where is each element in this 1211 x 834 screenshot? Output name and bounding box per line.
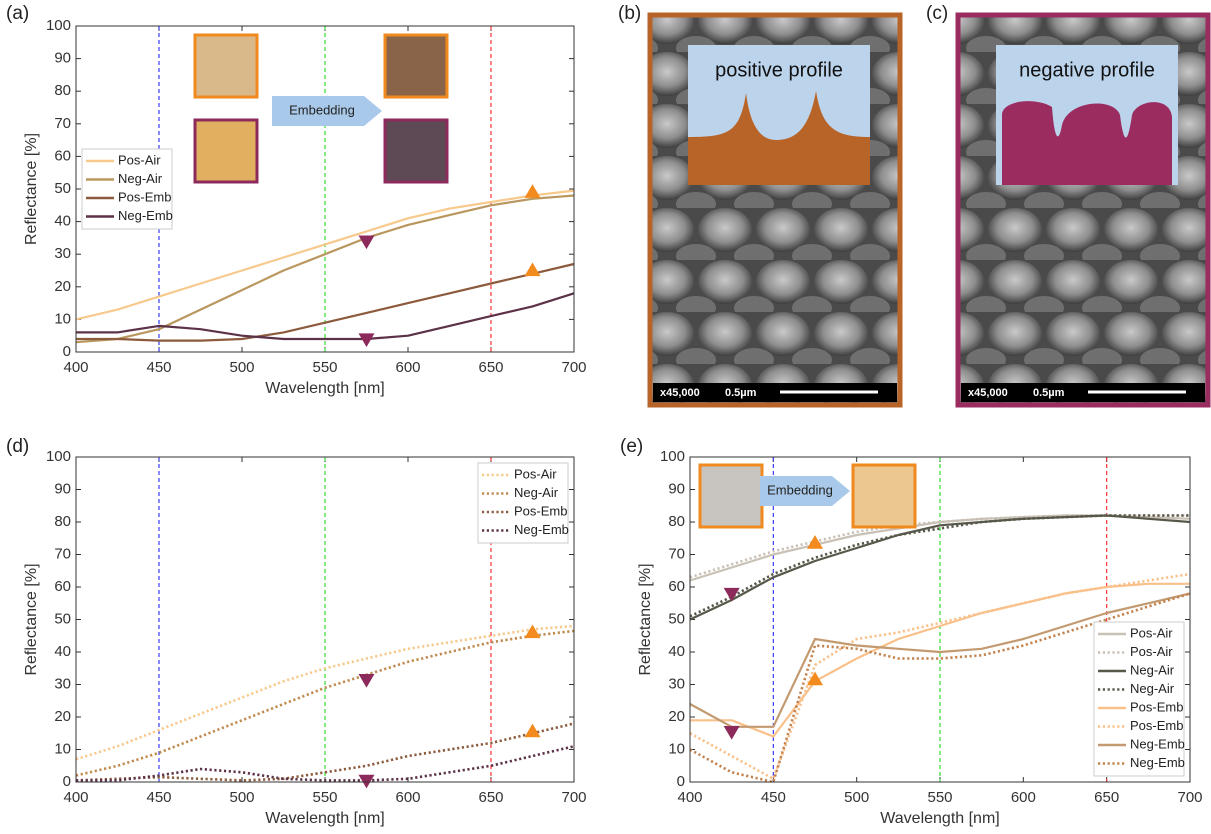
legend-label: Pos-Emb [118, 189, 171, 204]
y-tick-label: 30 [54, 675, 71, 692]
x-tick-label: 550 [312, 359, 337, 376]
y-tick-label: 50 [54, 610, 71, 627]
x-axis-label: Wavelength [nm] [265, 380, 384, 397]
inset-label: positive profile [715, 59, 843, 81]
x-tick-label: 700 [1177, 789, 1202, 806]
magnification: x45,000 [968, 387, 1008, 399]
x-tick-label: 700 [561, 789, 586, 806]
y-axis-label: Reflectance [%] [23, 133, 40, 245]
annotation: Embedding [767, 482, 833, 497]
panel-label: (b) [618, 3, 641, 24]
color-swatch [853, 465, 915, 527]
y-tick-label: 50 [54, 180, 71, 197]
panel-label: (c) [926, 3, 948, 24]
x-tick-label: 650 [478, 359, 503, 376]
y-tick-label: 80 [668, 513, 685, 530]
panel-label: (d) [6, 436, 29, 457]
x-tick-label: 500 [229, 789, 254, 806]
legend-label: Pos-Air [1130, 644, 1173, 659]
legend-label: Pos-Emb [514, 503, 567, 518]
x-tick-label: 550 [927, 789, 952, 806]
y-tick-label: 40 [668, 643, 685, 660]
panel-label: (a) [6, 3, 29, 24]
legend-label: Pos-Emb [1130, 699, 1183, 714]
y-tick-label: 60 [668, 578, 685, 595]
y-tick-label: 70 [668, 545, 685, 562]
inset-label: negative profile [1019, 59, 1155, 81]
legend-label: Neg-Air [514, 485, 559, 500]
y-tick-label: 40 [54, 213, 71, 230]
color-swatch [385, 120, 447, 182]
x-axis-label: Wavelength [nm] [880, 810, 999, 827]
scale-label: 0.5µm [725, 387, 757, 399]
y-tick-label: 80 [54, 82, 71, 99]
y-tick-label: 0 [63, 343, 71, 360]
x-tick-label: 400 [677, 789, 702, 806]
y-tick-label: 20 [54, 708, 71, 725]
y-tick-label: 30 [54, 245, 71, 262]
x-tick-label: 650 [1094, 789, 1119, 806]
y-tick-label: 40 [54, 643, 71, 660]
y-tick-label: 20 [54, 278, 71, 295]
color-swatch [700, 465, 762, 527]
x-tick-label: 600 [395, 789, 420, 806]
legend-label: Neg-Air [1130, 662, 1175, 677]
y-tick-label: 10 [54, 310, 71, 327]
panel-label: (e) [620, 436, 643, 457]
legend-label: Pos-Emb [1130, 718, 1183, 733]
x-tick-label: 650 [478, 789, 503, 806]
x-axis-label: Wavelength [nm] [265, 810, 384, 827]
color-swatch [195, 120, 257, 182]
legend-label: Pos-Air [118, 152, 161, 167]
y-tick-label: 0 [677, 773, 685, 790]
color-swatch [195, 35, 257, 97]
legend-label: Neg-Emb [1130, 736, 1185, 751]
figure: 4004505005506006507000102030405060708090… [0, 0, 1211, 834]
x-tick-label: 450 [146, 789, 171, 806]
y-tick-label: 90 [54, 480, 71, 497]
annotation: Embedding [289, 102, 355, 117]
y-tick-label: 100 [46, 17, 71, 34]
scale-label: 0.5µm [1033, 387, 1065, 399]
x-tick-label: 500 [844, 789, 869, 806]
y-tick-label: 10 [668, 740, 685, 757]
y-tick-label: 60 [54, 578, 71, 595]
y-tick-label: 30 [668, 675, 685, 692]
x-tick-label: 400 [63, 789, 88, 806]
y-axis-label: Reflectance [%] [637, 563, 654, 675]
x-tick-label: 450 [146, 359, 171, 376]
x-tick-label: 600 [395, 359, 420, 376]
x-tick-label: 400 [63, 359, 88, 376]
x-tick-label: 450 [761, 789, 786, 806]
y-tick-label: 10 [54, 740, 71, 757]
y-tick-label: 70 [54, 115, 71, 132]
legend-label: Pos-Air [1130, 625, 1173, 640]
y-tick-label: 0 [63, 773, 71, 790]
legend-label: Neg-Air [118, 171, 163, 186]
profile-shape [1002, 101, 1172, 185]
y-tick-label: 50 [668, 610, 685, 627]
y-tick-label: 60 [54, 147, 71, 164]
legend-label: Pos-Air [514, 466, 557, 481]
legend-label: Neg-Emb [118, 208, 173, 223]
legend-label: Neg-Emb [1130, 755, 1185, 770]
magnification: x45,000 [660, 387, 700, 399]
legend-label: Neg-Emb [514, 522, 569, 537]
x-tick-label: 500 [229, 359, 254, 376]
color-swatch [385, 35, 447, 97]
y-tick-label: 90 [668, 480, 685, 497]
y-tick-label: 20 [668, 708, 685, 725]
y-axis-label: Reflectance [%] [23, 563, 40, 675]
x-tick-label: 700 [561, 359, 586, 376]
y-tick-label: 80 [54, 513, 71, 530]
x-tick-label: 600 [1011, 789, 1036, 806]
y-tick-label: 70 [54, 545, 71, 562]
legend-label: Neg-Air [1130, 681, 1175, 696]
y-tick-label: 90 [54, 50, 71, 67]
y-tick-label: 100 [46, 448, 71, 465]
x-tick-label: 550 [312, 789, 337, 806]
y-tick-label: 100 [660, 448, 685, 465]
